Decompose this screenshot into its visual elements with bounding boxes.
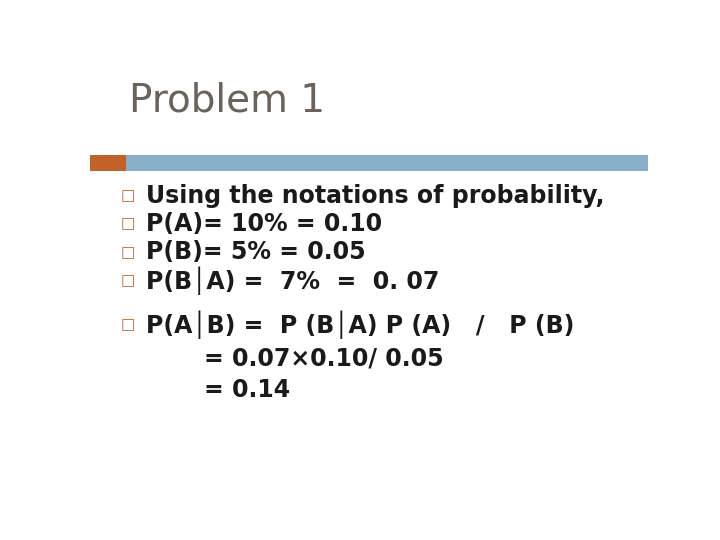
Text: P(B)= 5% = 0.05: P(B)= 5% = 0.05 [145,240,366,264]
Text: □: □ [121,317,135,332]
Text: □: □ [121,245,135,260]
Text: □: □ [121,273,135,288]
Text: Using the notations of probability,: Using the notations of probability, [145,184,604,208]
Bar [126,155,648,171]
Text: P(B│A) =  7%  =  0. 07: P(B│A) = 7% = 0. 07 [145,266,439,295]
Text: = 0.07×0.10/ 0.05: = 0.07×0.10/ 0.05 [204,347,444,371]
Bar [90,155,126,171]
Text: □: □ [121,188,135,203]
Text: P(A│B) =  P (B│A) P (A)   /   P (B): P(A│B) = P (B│A) P (A) / P (B) [145,310,574,339]
Text: = 0.14: = 0.14 [204,378,290,402]
Text: P(A)= 10% = 0.10: P(A)= 10% = 0.10 [145,212,382,236]
Text: Problem 1: Problem 1 [129,82,325,119]
Text: □: □ [121,217,135,232]
